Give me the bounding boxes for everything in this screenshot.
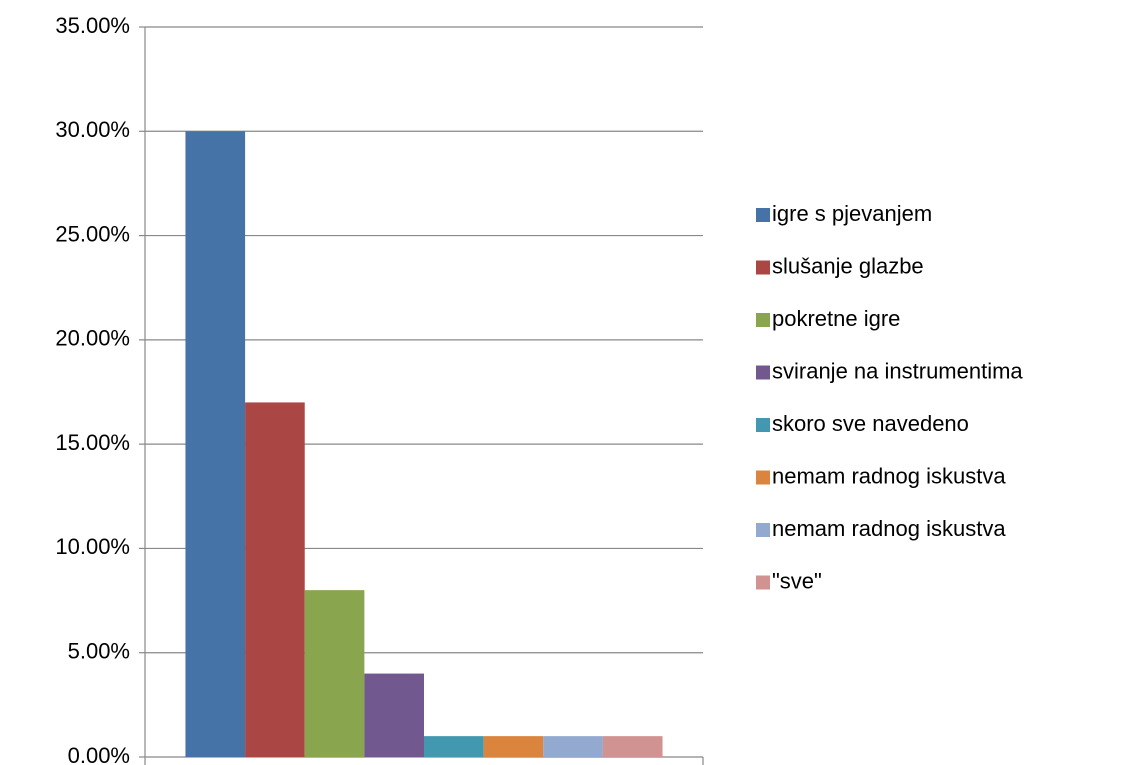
legend-label: skoro sve navedeno bbox=[772, 411, 969, 436]
bar bbox=[185, 131, 246, 758]
y-tick-label: 25.00% bbox=[55, 221, 130, 246]
bar bbox=[543, 736, 603, 757]
bar bbox=[424, 736, 484, 757]
bar bbox=[245, 402, 305, 757]
legend-swatch bbox=[756, 575, 770, 590]
legend-swatch bbox=[756, 260, 770, 275]
bar bbox=[483, 736, 544, 757]
bar bbox=[304, 590, 365, 757]
y-tick-label: 0.00% bbox=[68, 743, 130, 765]
legend-swatch bbox=[756, 470, 770, 485]
legend-swatch bbox=[756, 418, 770, 432]
legend-label: "sve" bbox=[772, 568, 822, 593]
legend-swatch bbox=[756, 523, 770, 537]
legend-swatch bbox=[756, 313, 770, 327]
legend-label: nemam radnog iskustva bbox=[772, 463, 1006, 488]
legend-swatch bbox=[756, 365, 770, 380]
legend-label: sviranje na instrumentima bbox=[772, 358, 1023, 383]
y-tick-label: 35.00% bbox=[55, 13, 130, 38]
y-tick-label: 20.00% bbox=[55, 326, 130, 351]
legend-label: pokretne igre bbox=[772, 306, 900, 331]
y-tick-label: 15.00% bbox=[55, 430, 130, 455]
bar bbox=[364, 673, 424, 757]
legend-label: slušanje glazbe bbox=[772, 253, 924, 278]
legend-swatch bbox=[756, 208, 770, 222]
y-tick-label: 30.00% bbox=[55, 117, 130, 142]
legend-label: igre s pjevanjem bbox=[772, 201, 932, 226]
legend-label: nemam radnog iskustva bbox=[772, 516, 1006, 541]
y-tick-label: 10.00% bbox=[55, 534, 130, 559]
bar bbox=[602, 736, 663, 757]
y-tick-label: 5.00% bbox=[68, 639, 130, 664]
